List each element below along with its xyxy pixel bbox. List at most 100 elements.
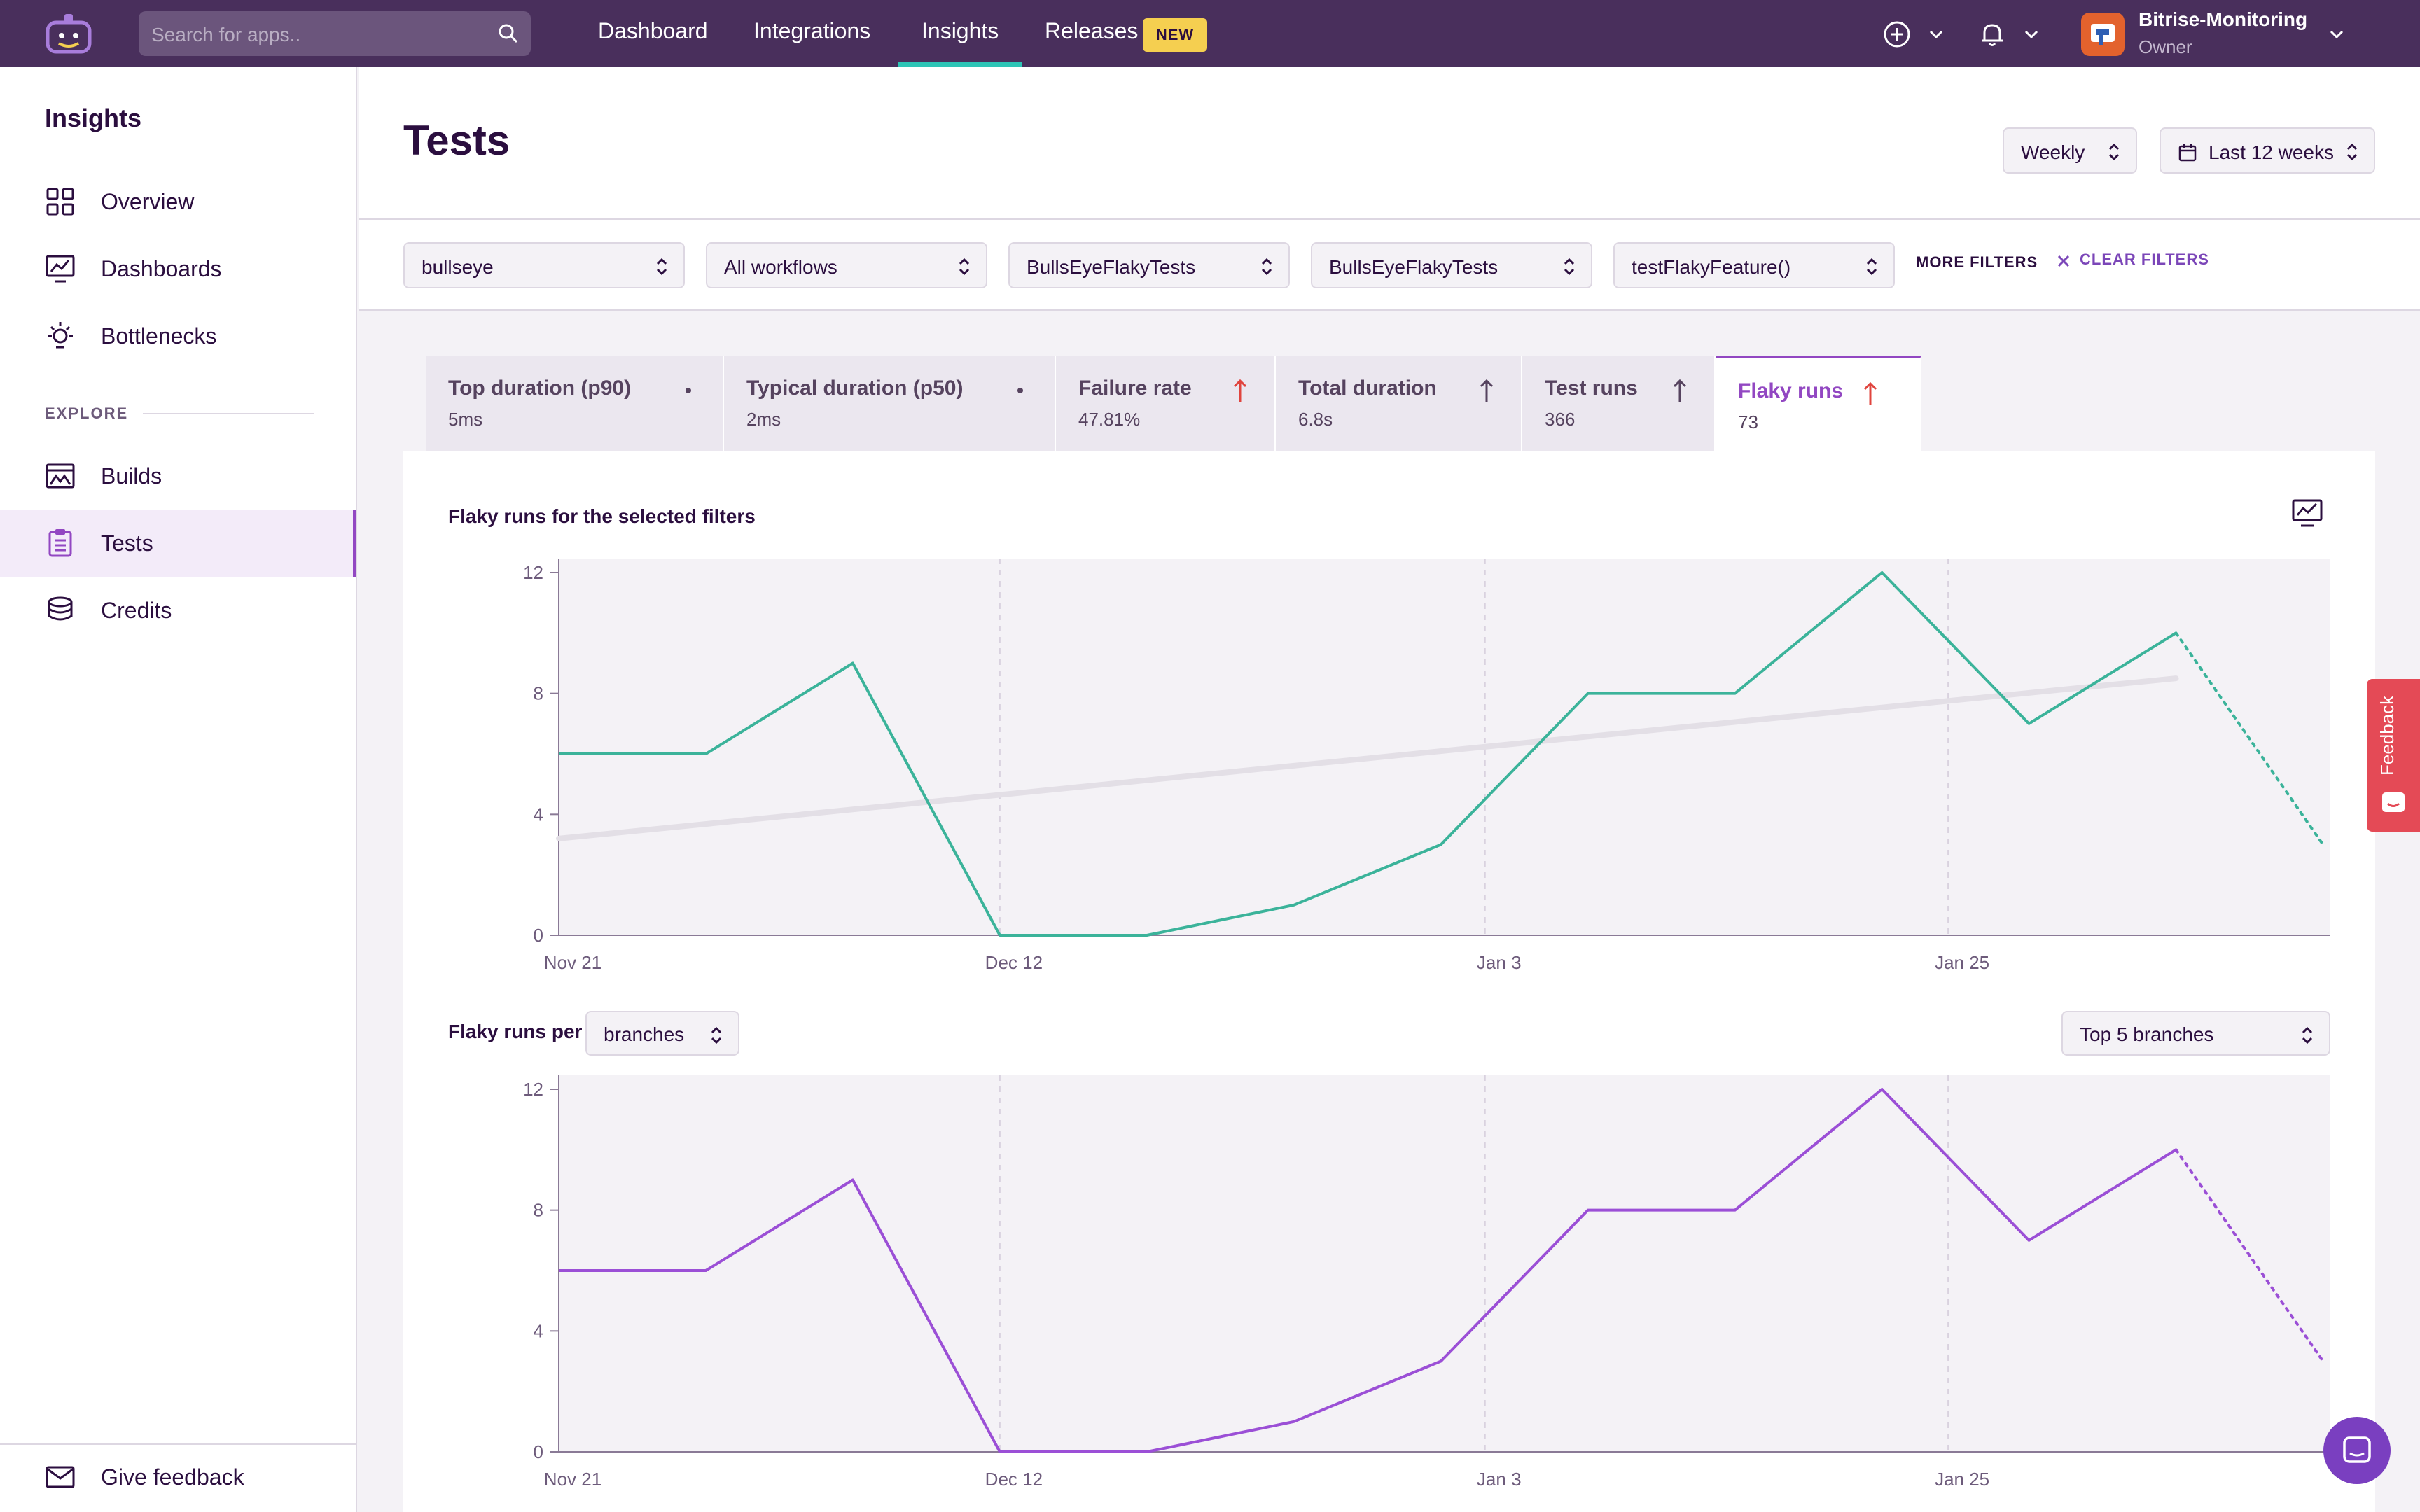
sidebar-item-builds[interactable]: Builds [0,442,356,510]
clear-filters-label: CLEAR FILTERS [2080,251,2209,268]
chevron-down-icon[interactable] [2022,25,2040,43]
chat-icon [2343,1436,2371,1463]
data-point [557,752,561,756]
give-feedback-label: Give feedback [101,1464,244,1490]
test-suite-filter-select[interactable]: BullsEyeFlakyTests [1008,242,1290,288]
updown-chevron-icon [2346,143,2358,161]
updown-chevron-icon [1261,258,1272,276]
search-input[interactable]: Search for apps.. [139,11,531,56]
coins-icon [48,596,73,621]
data-point [1586,1208,1590,1212]
group-by-value: branches [604,1023,685,1045]
tab-title: Total duration [1298,377,1437,400]
nav-releases[interactable]: Releases [1045,18,1139,43]
top-branches-select[interactable]: Top 5 branches [2061,1011,2330,1056]
nav-dashboard[interactable]: Dashboard [598,18,708,43]
x-tick-label: Dec 12 [985,952,1043,973]
grid-icon [46,188,74,216]
sidebar-item-label: Dashboards [101,256,222,281]
sidebar: Insights Overview Dashboards Bottlenecks [0,67,357,1512]
bell-icon[interactable] [1977,20,2007,49]
chat-support-button[interactable] [2323,1417,2391,1484]
tab-value: 6.8s [1298,409,1333,430]
series-line [559,1088,2177,1453]
data-point [1439,843,1443,847]
feedback-tab[interactable]: Feedback [2367,679,2420,832]
nav-integrations[interactable]: Integrations [753,18,871,43]
test-function-filter-select[interactable]: testFlakyFeature() [1613,242,1895,288]
tab-flaky-runs[interactable]: Flaky runs 73 [1716,356,1921,451]
updown-chevron-icon [2302,1026,2313,1044]
x-tick-label: Dec 12 [985,1469,1043,1490]
add-icon[interactable] [1882,20,1912,49]
sidebar-item-credits[interactable]: Credits [0,577,356,644]
data-point [851,1178,855,1182]
tab-test-runs[interactable]: Test runs 366 [1522,356,1716,451]
sidebar-item-bottlenecks[interactable]: Bottlenecks [0,302,356,370]
feedback-label: Feedback [2377,695,2398,776]
x-tick-label: Jan 3 [1477,1469,1522,1490]
tab-top-duration-p90[interactable]: Top duration (p90) 5ms [426,356,724,451]
search-icon [499,24,518,43]
y-tick-label: 12 [523,562,543,583]
workspace-logo-icon [2091,24,2115,45]
data-point [2321,1359,2325,1364]
tab-typical-duration-p50[interactable]: Typical duration (p50) 2ms [724,356,1056,451]
updown-chevron-icon [711,1026,722,1044]
top-branches-value: Top 5 branches [2080,1023,2214,1045]
x-tick-label: Jan 3 [1477,952,1522,973]
data-point [998,933,1002,937]
tab-total-duration[interactable]: Total duration 6.8s [1276,356,1522,451]
filter-value: testFlakyFeature() [1632,256,1791,278]
data-point [998,1450,1002,1454]
filter-bar: bullseye All workflows BullsEyeFlakyTest… [359,220,2420,311]
account-avatar[interactable] [2081,13,2125,56]
tab-value: 366 [1545,409,1576,430]
explore-section-label: EXPLORE [45,405,129,422]
calendar-icon [2178,144,2197,162]
give-feedback-button[interactable]: Give feedback [0,1443,356,1512]
trend-line [556,676,2179,841]
builds-icon [46,463,75,489]
data-point [1880,1087,1884,1091]
tab-failure-rate[interactable]: Failure rate 47.81% [1056,356,1276,451]
account-role: Owner [2139,36,2192,57]
x-tick-label: Nov 21 [544,1469,601,1490]
y-tick-label: 12 [523,1079,543,1100]
chevron-down-icon[interactable] [2328,25,2346,43]
chart-view-icon[interactable] [2291,498,2323,528]
tab-value: 5ms [448,409,483,430]
envelope-icon [46,1466,75,1488]
nav-insights[interactable]: Insights [922,18,999,43]
page-header: Tests Weekly Last 12 weeks [359,67,2420,220]
bitrise-logo-icon[interactable] [43,13,94,55]
filter-value: bullseye [422,256,494,278]
clear-filters-button[interactable]: CLEAR FILTERS [2056,251,2224,272]
data-point [704,752,708,756]
account-name[interactable]: Bitrise-Monitoring [2139,8,2308,30]
arrow-up-icon [1673,379,1687,402]
data-point [1292,1420,1296,1424]
tab-value: 73 [1738,412,1758,433]
chevron-down-icon[interactable] [1927,25,1945,43]
data-point [851,662,855,666]
sidebar-item-dashboards[interactable]: Dashboards [0,235,356,302]
arrow-up-icon [1233,379,1247,402]
chart-title: Flaky runs for the selected filters [448,505,756,527]
app-filter-select[interactable]: bullseye [403,242,685,288]
y-tick-label: 8 [534,1200,543,1221]
group-by-select[interactable]: branches [585,1011,739,1056]
updown-chevron-icon [959,258,970,276]
test-case-class-filter-select[interactable]: BullsEyeFlakyTests [1311,242,1592,288]
sidebar-item-label: Overview [101,189,195,214]
data-point [2174,1147,2178,1152]
data-point [1586,692,1590,696]
date-range-select[interactable]: Last 12 weeks [2160,127,2375,174]
updown-chevron-icon [656,258,667,276]
more-filters-button[interactable]: MORE FILTERS [1916,253,2038,271]
projected-segment [2174,631,2325,846]
granularity-select[interactable]: Weekly [2003,127,2137,174]
sidebar-item-overview[interactable]: Overview [0,168,356,235]
sidebar-item-tests[interactable]: Tests [0,510,356,577]
workflow-filter-select[interactable]: All workflows [706,242,987,288]
